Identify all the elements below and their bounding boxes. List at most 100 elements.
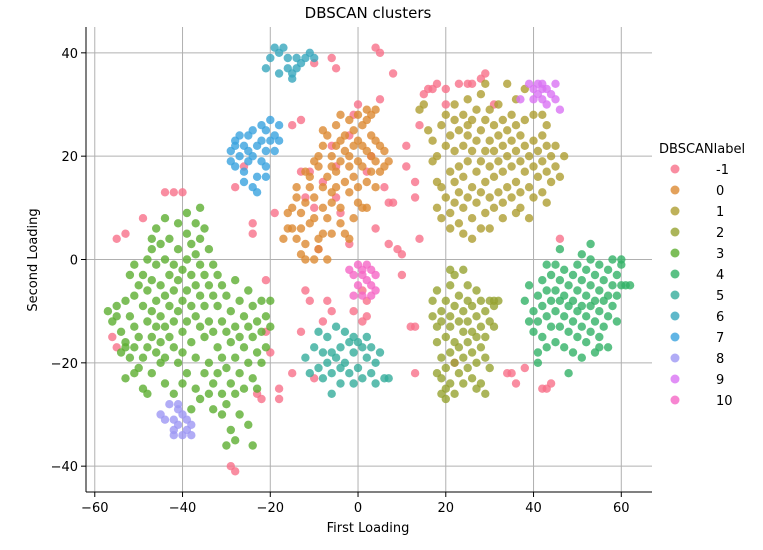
- data-point: [235, 332, 244, 342]
- data-point: [213, 301, 222, 311]
- data-point: [353, 183, 363, 192]
- data-point: [450, 115, 459, 125]
- series-5: [301, 322, 393, 398]
- data-point: [209, 405, 218, 414]
- data-point: [187, 270, 196, 280]
- data-point: [301, 198, 310, 207]
- data-point: [472, 167, 481, 176]
- data-point: [301, 286, 310, 295]
- data-point: [498, 214, 507, 223]
- data-point: [121, 343, 130, 352]
- legend-marker: [670, 395, 680, 405]
- data-point: [239, 167, 249, 176]
- x-axis-title: First Loading: [327, 521, 410, 536]
- data-point: [603, 265, 613, 274]
- data-point: [310, 214, 319, 223]
- data-point: [152, 348, 161, 357]
- data-point: [463, 363, 472, 373]
- data-point: [296, 208, 306, 218]
- data-point: [485, 363, 494, 373]
- data-point: [577, 322, 586, 331]
- data-point: [209, 291, 218, 300]
- x-ticks: −60 −40 −20 0 20 40 60: [81, 492, 630, 516]
- data-point: [358, 343, 367, 352]
- data-point: [231, 162, 240, 171]
- data-point: [152, 260, 161, 269]
- series-3: [103, 203, 275, 450]
- data-point: [446, 265, 455, 274]
- data-point: [538, 110, 547, 120]
- data-point: [371, 286, 380, 295]
- data-point: [182, 369, 192, 378]
- legend-title: DBSCANlabel: [659, 142, 745, 157]
- legend-label: 6: [716, 310, 724, 325]
- data-point: [147, 369, 156, 378]
- data-point: [485, 193, 494, 202]
- data-point: [165, 332, 174, 342]
- data-point: [441, 100, 450, 109]
- data-point: [134, 281, 143, 290]
- data-point: [586, 239, 595, 249]
- data-point: [200, 369, 209, 378]
- data-point: [121, 296, 130, 305]
- data-point: [296, 115, 306, 125]
- data-point: [463, 193, 472, 202]
- data-point: [314, 363, 323, 373]
- data-point: [318, 126, 328, 135]
- data-point: [345, 152, 354, 161]
- data-point: [595, 286, 604, 295]
- data-point: [503, 79, 512, 89]
- data-point: [252, 348, 262, 357]
- data-point: [279, 234, 288, 243]
- data-point: [169, 260, 178, 269]
- data-point: [599, 322, 608, 331]
- data-point: [288, 121, 297, 130]
- data-point: [331, 322, 341, 331]
- legend-label: -1: [716, 163, 729, 178]
- data-point: [542, 167, 551, 176]
- data-point: [380, 183, 389, 192]
- legend-label: 1: [716, 205, 724, 220]
- data-point: [481, 177, 490, 187]
- data-point: [252, 188, 262, 197]
- x-tick-label: −60: [81, 501, 108, 516]
- data-point: [191, 384, 200, 393]
- data-point: [305, 296, 314, 305]
- data-point: [524, 317, 534, 326]
- data-point: [152, 296, 161, 305]
- data-point: [503, 126, 512, 135]
- data-point: [160, 291, 170, 300]
- data-point: [182, 317, 192, 326]
- data-point: [459, 379, 468, 388]
- data-point: [217, 281, 227, 290]
- data-point: [481, 307, 490, 316]
- data-point: [112, 312, 121, 321]
- data-point: [428, 312, 437, 321]
- data-point: [494, 131, 503, 140]
- data-point: [524, 183, 534, 192]
- data-point: [310, 53, 319, 63]
- legend-marker: [670, 206, 680, 216]
- data-point: [371, 379, 380, 388]
- data-point: [555, 172, 565, 181]
- data-point: [156, 239, 165, 249]
- data-point: [310, 255, 319, 264]
- data-point: [498, 198, 507, 207]
- data-point: [577, 250, 586, 259]
- data-point: [467, 79, 477, 89]
- data-point: [292, 234, 301, 243]
- data-point: [529, 327, 538, 336]
- data-point: [130, 291, 139, 300]
- data-point: [152, 224, 161, 233]
- data-point: [138, 214, 148, 223]
- data-point: [555, 276, 565, 285]
- data-point: [432, 369, 442, 378]
- data-point: [209, 260, 218, 269]
- data-point: [349, 332, 358, 342]
- data-point: [524, 214, 534, 223]
- data-point: [323, 296, 332, 305]
- data-point: [489, 146, 499, 156]
- data-point: [213, 343, 222, 352]
- data-point: [274, 121, 284, 130]
- data-point: [375, 48, 385, 57]
